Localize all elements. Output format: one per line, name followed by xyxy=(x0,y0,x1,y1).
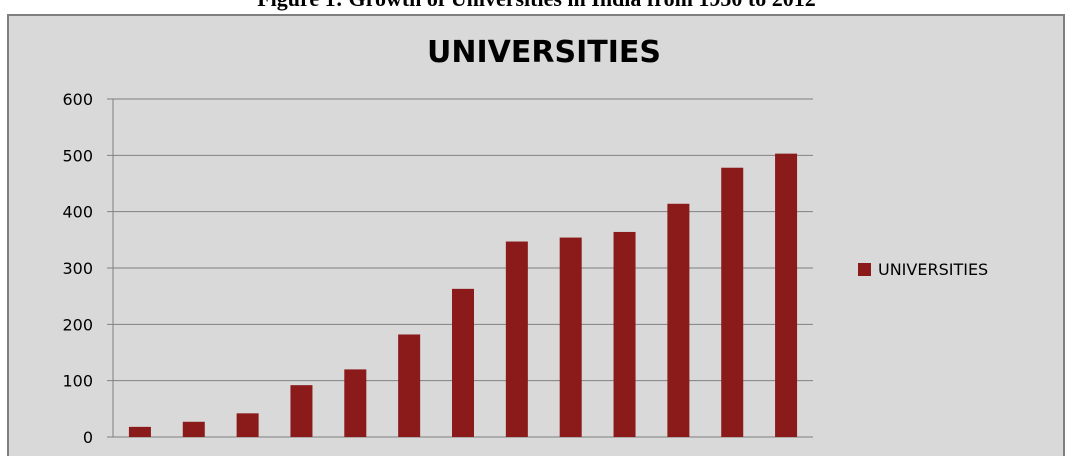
figure-caption: Figure 1: Growth of Universities in Indi… xyxy=(0,0,1073,11)
bar xyxy=(290,385,313,437)
chart-frame xyxy=(7,14,1065,456)
bar xyxy=(182,421,205,437)
bar xyxy=(721,167,744,437)
bar xyxy=(128,426,151,437)
y-tick-label: 500 xyxy=(62,146,93,165)
legend-label: UNIVERSITIES xyxy=(878,260,988,279)
y-tick-label: 600 xyxy=(62,90,93,109)
chart-title: UNIVERSITIES xyxy=(427,35,661,70)
y-tick-label: 200 xyxy=(62,315,93,334)
bar xyxy=(344,369,367,437)
bar xyxy=(775,153,798,438)
legend-swatch xyxy=(858,263,871,276)
y-tick-label: 300 xyxy=(62,259,93,278)
gridlines xyxy=(107,98,813,438)
bar xyxy=(452,288,474,437)
bar xyxy=(505,241,528,437)
y-tick-label: 100 xyxy=(62,372,93,391)
legend: UNIVERSITIES xyxy=(858,260,988,279)
bar xyxy=(236,413,259,437)
bar xyxy=(667,203,690,437)
y-tick-label: 400 xyxy=(62,203,93,222)
bar xyxy=(559,237,582,437)
y-tick-label: 0 xyxy=(83,428,93,447)
bars xyxy=(128,153,798,438)
bar xyxy=(398,334,421,437)
bar xyxy=(613,231,636,437)
y-axis-ticks: 0 100 200 300 400 500 600 xyxy=(62,90,93,447)
